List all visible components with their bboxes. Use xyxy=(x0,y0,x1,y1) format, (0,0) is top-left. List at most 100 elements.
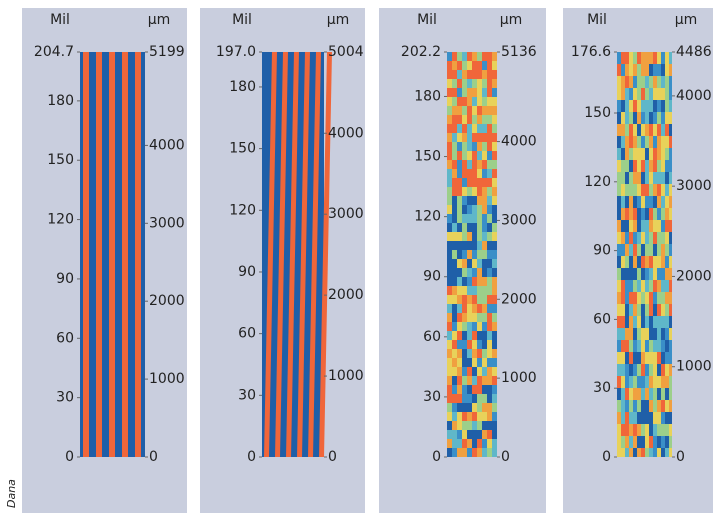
texture-cell xyxy=(669,124,672,136)
texture-cell xyxy=(452,403,457,412)
texture-cell xyxy=(457,295,462,304)
texture-cell xyxy=(633,328,637,340)
texture-cell xyxy=(462,331,467,340)
texture-cell xyxy=(477,151,482,160)
texture-cell xyxy=(482,115,487,124)
texture-cell xyxy=(657,352,661,364)
texture-cell xyxy=(661,352,665,364)
texture-cell xyxy=(462,367,467,376)
texture-cell xyxy=(477,322,482,331)
y-tick-label: 0 xyxy=(65,449,74,465)
texture-cell xyxy=(452,106,457,115)
texture-cell xyxy=(645,196,649,208)
texture-cell xyxy=(492,322,497,331)
texture-cell xyxy=(653,100,657,112)
texture-cell xyxy=(633,112,637,124)
texture-cell xyxy=(657,196,661,208)
texture-cell xyxy=(487,106,492,115)
texture-cell xyxy=(633,148,637,160)
texture-cell xyxy=(452,349,457,358)
texture-cell xyxy=(467,331,472,340)
texture-cell xyxy=(462,52,467,61)
texture-cell xyxy=(452,205,457,214)
texture-cell xyxy=(472,142,477,151)
texture-cell xyxy=(477,403,482,412)
texture-cell xyxy=(621,76,625,88)
texture-cell xyxy=(457,403,462,412)
texture-cell xyxy=(477,160,482,169)
left-unit: Mil xyxy=(50,12,70,28)
texture-cell xyxy=(472,169,477,178)
texture-cell xyxy=(447,151,452,160)
texture-cell xyxy=(621,160,625,172)
texture-cell xyxy=(621,196,625,208)
texture-cell xyxy=(477,61,482,70)
texture-cell xyxy=(653,184,657,196)
texture-cell xyxy=(482,313,487,322)
texture-cell xyxy=(653,280,657,292)
texture-cell xyxy=(665,340,669,352)
texture-cell xyxy=(633,196,637,208)
texture-cell xyxy=(625,256,629,268)
left-unit: Mil xyxy=(232,12,252,28)
texture-cell xyxy=(452,97,457,106)
texture-cell xyxy=(487,304,492,313)
y2-tick-label: 2000 xyxy=(501,291,537,307)
texture-cell xyxy=(641,64,645,76)
texture-cell xyxy=(467,70,472,79)
texture-cell xyxy=(482,304,487,313)
texture-cell xyxy=(633,448,637,457)
texture-cell xyxy=(462,88,467,97)
texture-cell xyxy=(477,70,482,79)
texture-cell xyxy=(447,223,452,232)
texture-cell xyxy=(617,400,621,412)
y-tick-label: 0 xyxy=(602,449,611,465)
texture-cell xyxy=(472,187,477,196)
texture-cell xyxy=(661,436,665,448)
texture-cell xyxy=(625,364,629,376)
texture-cell xyxy=(482,385,487,394)
texture-cell xyxy=(492,340,497,349)
texture-cell xyxy=(462,349,467,358)
y-tick-label: 30 xyxy=(423,389,441,405)
texture-cell xyxy=(477,97,482,106)
texture-cell xyxy=(462,421,467,430)
texture-cell xyxy=(472,268,477,277)
texture-cell xyxy=(482,277,487,286)
texture-cell xyxy=(447,412,452,421)
texture-cell xyxy=(653,136,657,148)
texture-cell xyxy=(487,331,492,340)
texture-cell xyxy=(629,352,633,364)
texture-cell xyxy=(452,232,457,241)
texture-cell xyxy=(637,304,641,316)
texture-cell xyxy=(447,70,452,79)
y-tick-label: 30 xyxy=(593,380,611,396)
texture-cell xyxy=(452,439,457,448)
texture-cell xyxy=(621,328,625,340)
texture-cell xyxy=(487,349,492,358)
texture-cell xyxy=(657,268,661,280)
texture-cell xyxy=(621,364,625,376)
texture-cell xyxy=(657,148,661,160)
texture-cell xyxy=(467,439,472,448)
texture-cell xyxy=(653,160,657,172)
texture-cell xyxy=(492,385,497,394)
texture-cell xyxy=(665,316,669,328)
texture-cell xyxy=(649,184,653,196)
texture-cell xyxy=(633,388,637,400)
texture-cell xyxy=(617,220,621,232)
texture-cell xyxy=(462,277,467,286)
texture-cell xyxy=(645,136,649,148)
texture-cell xyxy=(633,292,637,304)
texture-cell xyxy=(447,259,452,268)
texture-cell xyxy=(487,97,492,106)
texture-cell xyxy=(457,106,462,115)
texture-cell xyxy=(477,106,482,115)
texture-cell xyxy=(472,61,477,70)
texture-cell xyxy=(657,232,661,244)
texture-cell xyxy=(467,250,472,259)
texture-cell xyxy=(457,331,462,340)
texture-cell xyxy=(457,241,462,250)
texture-cell xyxy=(452,187,457,196)
texture-cell xyxy=(617,124,621,136)
